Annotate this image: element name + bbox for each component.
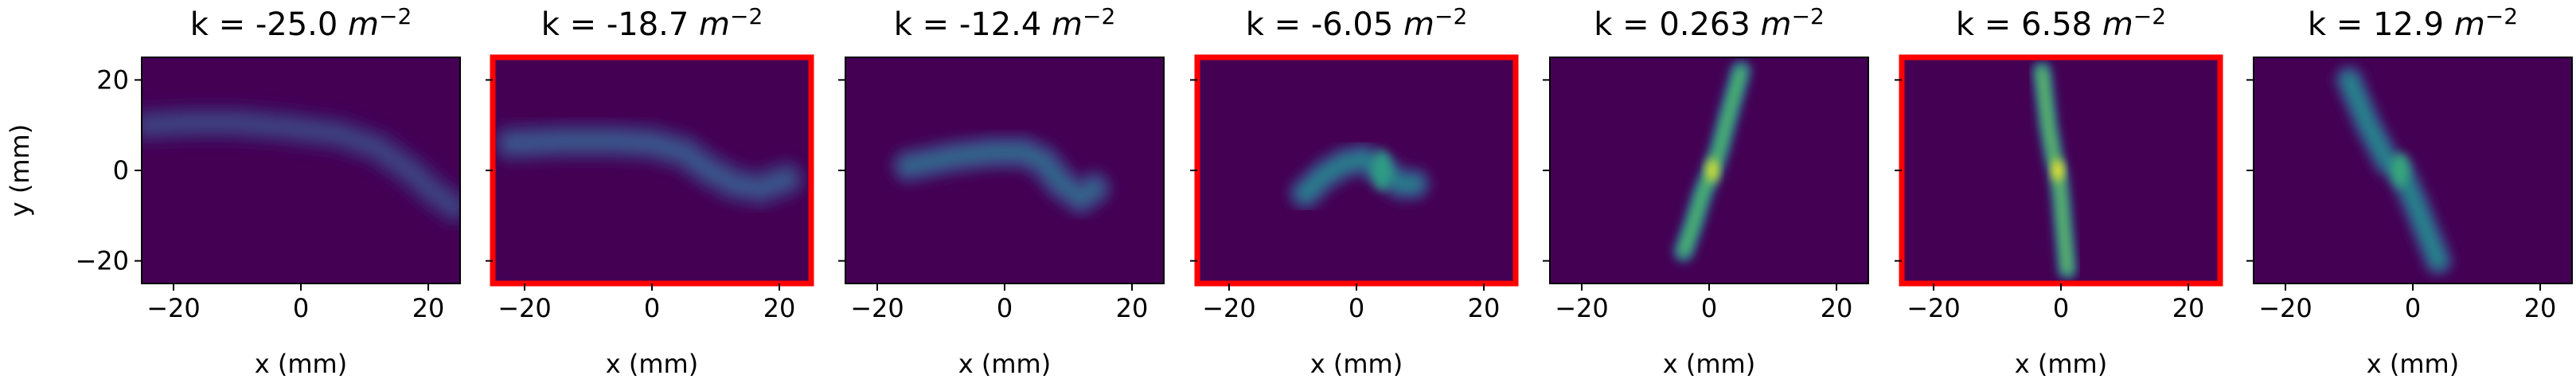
- x-tick-label: 0: [1701, 293, 1717, 323]
- x-tick-label: −20: [2258, 293, 2313, 323]
- x-tick-label: 0: [293, 293, 309, 323]
- x-axis-label: x (mm): [2015, 349, 2107, 379]
- x-tick-label: 0: [644, 293, 660, 323]
- beam-intensity: [142, 101, 460, 229]
- x-tick-label: 20: [1821, 293, 1853, 323]
- beam-intensity: [2032, 61, 2078, 280]
- x-axis-label: x (mm): [1663, 349, 1755, 379]
- beam-layer-3: [903, 146, 1100, 204]
- beam-intensity: [889, 132, 1114, 218]
- x-tick-label: 20: [1468, 293, 1501, 323]
- beam-intensity: [493, 119, 808, 210]
- x-tick-label: −20: [146, 293, 201, 323]
- x-tick-label: 0: [1348, 293, 1364, 323]
- beam-hotspot: [1706, 158, 1719, 182]
- beam-intensity: [1672, 60, 1752, 263]
- panel-title: k = -18.7 m−2: [541, 3, 763, 43]
- x-tick-label: 20: [763, 293, 796, 323]
- beam-layer-3: [505, 134, 793, 196]
- x-tick-label: 0: [2405, 293, 2421, 323]
- beam-layer-3: [142, 116, 460, 213]
- panel-title: k = -12.4 m−2: [894, 3, 1116, 43]
- heatmap-panel-3: −20 0 20 x (mm) k = -12.4 m−2: [838, 3, 1165, 379]
- heatmap-panel-6: −20 0 20 x (mm) k = 6.58 m−2: [1895, 3, 2223, 379]
- heatmap-panel-4: −20 0 20 x (mm) k = -6.05 m−2: [1190, 3, 1519, 379]
- panel-title: k = 0.263 m−2: [1594, 3, 1825, 43]
- panel-title: k = -6.05 m−2: [1246, 3, 1468, 43]
- x-axis-label: x (mm): [2367, 349, 2459, 379]
- y-tick-label: −20: [75, 246, 129, 276]
- beam-hotspot: [2052, 159, 2063, 182]
- panel-title: k = -25.0 m−2: [190, 3, 412, 43]
- heatmap-panel-7: −20 0 20 x (mm) k = 12.9 m−2: [2246, 3, 2573, 379]
- heatmap-panel-2: −20 0 20 x (mm) k = -18.7 m−2: [486, 3, 814, 379]
- panel-title: k = 12.9 m−2: [2308, 3, 2518, 43]
- x-tick-label: 0: [2053, 293, 2069, 323]
- y-tick-label: 20: [96, 64, 129, 95]
- x-tick-label: −20: [498, 293, 552, 323]
- heatmap-panel-1: −20 0 20 −20 0 20 x (mm) y (mm) k = -25.0 m−2: [5, 3, 461, 379]
- x-tick-label: 0: [997, 293, 1013, 323]
- x-tick-label: 20: [412, 293, 445, 323]
- x-tick-label: −20: [1907, 293, 1961, 323]
- beam-hotspot: [1372, 150, 1392, 190]
- x-axis-label: x (mm): [606, 349, 698, 379]
- x-axis-label: x (mm): [255, 349, 347, 379]
- x-axis-label: x (mm): [958, 349, 1051, 379]
- x-tick-label: −20: [1202, 293, 1256, 323]
- x-tick-label: 20: [2524, 293, 2557, 323]
- beam-intensity: [2333, 64, 2454, 277]
- panel-title: k = 6.58 m−2: [1956, 3, 2166, 43]
- y-axis-label: y (mm): [5, 124, 35, 217]
- x-tick-label: −20: [1555, 293, 1609, 323]
- beam-intensity: [1287, 140, 1432, 212]
- x-tick-label: 20: [1116, 293, 1149, 323]
- x-axis-label: x (mm): [1310, 349, 1403, 379]
- beam-hotspot: [2391, 153, 2409, 188]
- x-tick-label: 20: [2172, 293, 2205, 323]
- beam-layer-3: [1299, 153, 1420, 199]
- y-tick-label: 0: [113, 155, 129, 186]
- x-tick-label: −20: [850, 293, 904, 323]
- heatmap-panel-5: −20 0 20 x (mm) k = 0.263 m−2: [1543, 3, 1869, 379]
